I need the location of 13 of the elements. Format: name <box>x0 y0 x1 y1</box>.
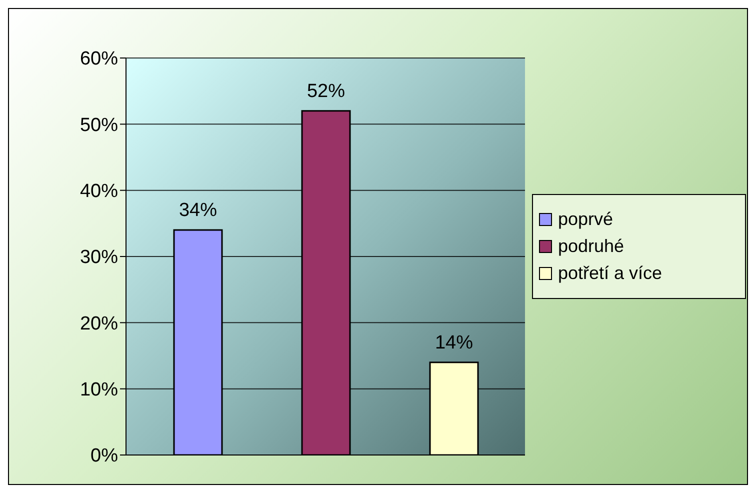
data-label: 52% <box>306 80 346 102</box>
y-tick-label: 10% <box>80 380 118 401</box>
legend-label: potřetí a více <box>558 263 662 284</box>
y-tick-label: 20% <box>80 313 118 334</box>
legend-label: poprvé <box>558 209 614 230</box>
data-label: 14% <box>434 332 474 354</box>
data-label: 34% <box>178 200 218 222</box>
y-tick-label: 60% <box>80 48 118 70</box>
y-tick-label: 0% <box>90 446 118 467</box>
y-tick-label: 40% <box>80 181 118 202</box>
y-tick-label: 30% <box>80 247 118 268</box>
y-tick-label: 50% <box>80 114 118 136</box>
legend-label: podruhé <box>558 236 624 257</box>
